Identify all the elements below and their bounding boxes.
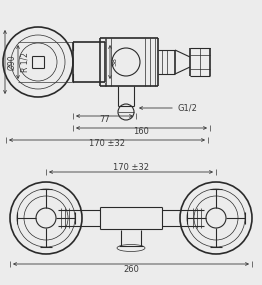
Text: G1/2: G1/2 <box>177 103 197 113</box>
Text: R 1/2: R 1/2 <box>20 52 29 72</box>
Text: 77: 77 <box>99 115 110 125</box>
Text: Ø90: Ø90 <box>7 54 16 70</box>
Text: 170 ±32: 170 ±32 <box>113 162 149 172</box>
Text: 260: 260 <box>123 264 139 274</box>
Text: 170 ±32: 170 ±32 <box>89 139 125 148</box>
Text: 160: 160 <box>134 127 149 137</box>
Text: 38: 38 <box>111 58 117 66</box>
